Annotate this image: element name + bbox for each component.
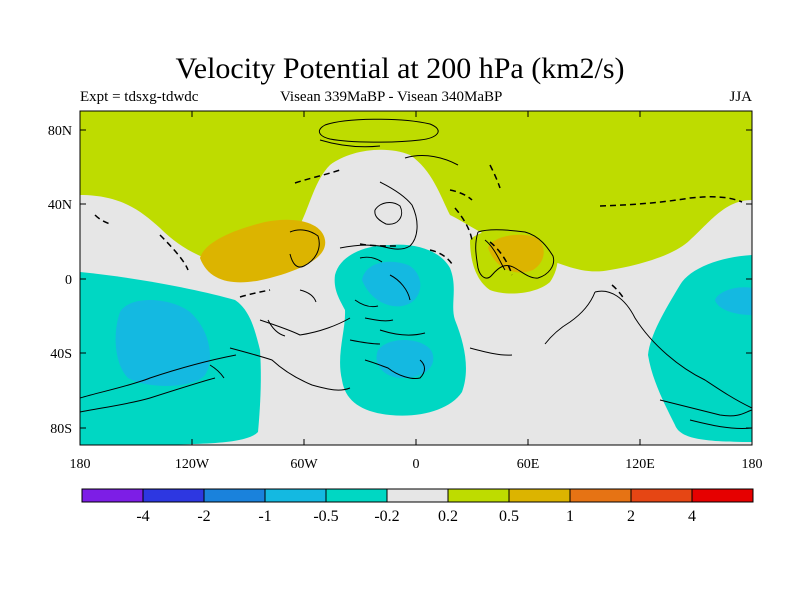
latitude-ticks: [80, 129, 752, 429]
coastlines: [80, 118, 752, 429]
colorbar-label: -2: [197, 508, 210, 525]
latitude-labels: 80N 40N 0 40S 80S: [48, 124, 72, 437]
lon-label: 120W: [175, 457, 210, 472]
colorbar-label: -1: [258, 508, 271, 525]
colorbar: [81, 488, 754, 503]
central-strong-negative-north: [362, 261, 421, 307]
lon-label: 60W: [290, 457, 318, 472]
colorbar-swatch: [691, 488, 754, 503]
period-label: Visean 339MaBP - Visean 340MaBP: [280, 89, 503, 105]
central-strong-negative-south: [376, 340, 434, 378]
colorbar-label: 4: [688, 508, 696, 525]
coastline-dashes: [94, 164, 743, 301]
experiment-label: Expt = tdsxg-tdwdc: [80, 89, 199, 105]
lat-label: 40N: [48, 198, 72, 213]
longitude-ticks: [79, 111, 753, 445]
colorbar-swatch: [630, 488, 693, 503]
colorbar-swatch: [569, 488, 632, 503]
lon-label: 120E: [625, 457, 655, 472]
lon-label: 60E: [517, 457, 540, 472]
colorbar-swatch: [508, 488, 571, 503]
colorbar-swatch: [325, 488, 388, 503]
colorbar-label: 2: [627, 508, 635, 525]
lat-label: 40S: [50, 347, 72, 362]
longitude-labels: 180 120W 60W 0 60E 120E 180: [70, 457, 763, 472]
colorbar-swatch: [264, 488, 327, 503]
season-label: JJA: [729, 89, 752, 105]
colorbar-label: 1: [566, 508, 574, 525]
colorbar-label: -0.2: [374, 508, 399, 525]
colorbar-swatch: [447, 488, 510, 503]
colorbar-label: -0.5: [313, 508, 338, 525]
colorbar-labels: -4 -2 -1 -0.5 -0.2 0.2 0.5 1 2 4: [136, 508, 696, 525]
colorbar-swatch: [386, 488, 449, 503]
colorbar-label: 0.5: [499, 508, 519, 525]
lon-label: 180: [742, 457, 763, 472]
south-pacific-strong-negative-region: [115, 299, 210, 386]
plot-title: Velocity Potential at 200 hPa (km2/s): [175, 52, 625, 85]
colorbar-label: -4: [136, 508, 149, 525]
lat-label: 0: [65, 273, 72, 288]
colorbar-label: 0.2: [438, 508, 458, 525]
east-strong-negative-region: [715, 287, 752, 315]
lon-label: 0: [413, 457, 420, 472]
lat-label: 80S: [50, 422, 72, 437]
east-strong-positive-region: [488, 234, 544, 273]
colorbar-swatch: [142, 488, 205, 503]
colorbar-swatch: [203, 488, 266, 503]
lon-label: 180: [70, 457, 91, 472]
west-strong-positive-region: [200, 219, 326, 283]
colorbar-swatch: [81, 488, 144, 503]
map-field: [80, 111, 752, 445]
lat-label: 80N: [48, 124, 72, 139]
